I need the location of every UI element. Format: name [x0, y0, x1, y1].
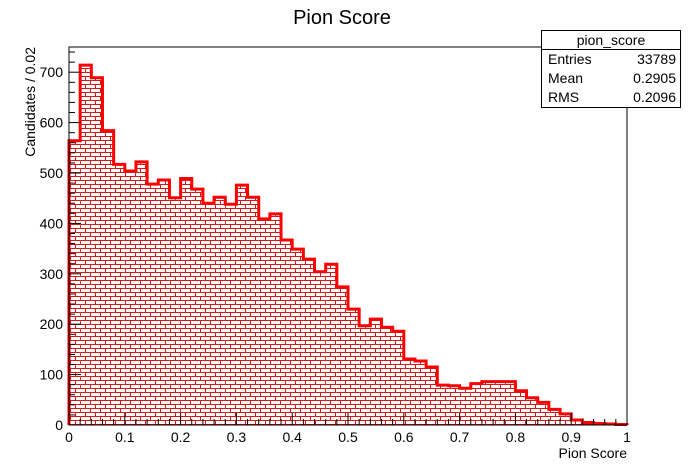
hist-bin: [69, 140, 81, 425]
y-tick-label: 0: [55, 417, 63, 433]
hist-bin: [158, 180, 170, 425]
histogram-bars: [67, 63, 629, 426]
hist-bin: [236, 185, 248, 425]
x-tick-label: 0.9: [561, 429, 581, 445]
x-tick-label: 0: [65, 429, 73, 445]
hist-outline: [67, 63, 629, 426]
hist-bin: [481, 381, 494, 425]
hist-bin: [135, 161, 148, 426]
hist-bin: [124, 170, 136, 425]
hist-bin: [303, 259, 315, 425]
x-tick-label: 0.6: [394, 429, 414, 445]
hist-bin: [191, 189, 203, 425]
hist-bin: [526, 397, 538, 425]
hist-bin: [269, 213, 282, 425]
y-tick-label: 300: [40, 266, 64, 282]
hist-bin: [414, 360, 427, 425]
hist-bin: [504, 381, 516, 425]
x-tick-label: 0.4: [282, 429, 302, 445]
hist-bin: [169, 197, 181, 425]
x-tick-label: 0.2: [171, 429, 191, 445]
stats-label: Mean: [548, 70, 584, 86]
x-tick-label: 0.5: [338, 429, 358, 445]
hist-bin: [437, 385, 449, 425]
y-tick-label: 200: [40, 316, 64, 332]
stats-label: RMS: [548, 89, 580, 105]
hist-bin: [91, 77, 103, 425]
hist-bin: [493, 381, 505, 425]
hist-bin: [80, 65, 92, 426]
y-tick-label: 500: [40, 165, 64, 181]
hist-bin: [571, 419, 583, 425]
hist-bin: [392, 331, 404, 425]
hist-bin: [359, 325, 371, 425]
stats-title: pion_score: [542, 31, 680, 50]
hist-bin: [560, 413, 572, 425]
hist-bin: [426, 367, 438, 425]
hist-bin: [381, 327, 393, 425]
hist-bin: [448, 385, 460, 425]
stats-value: 0.2905: [633, 70, 676, 86]
x-tick-label: 1: [623, 429, 631, 445]
y-tick-label: 600: [40, 115, 64, 131]
hist-bin: [180, 178, 192, 425]
hist-bin: [515, 390, 527, 425]
hist-bin: [147, 184, 159, 425]
x-tick-label: 0.3: [227, 429, 247, 445]
hist-bin: [225, 204, 237, 425]
hist-bin: [336, 286, 348, 425]
stats-row-rms: RMS 0.2096: [542, 88, 680, 107]
hist-bin: [348, 309, 360, 425]
hist-bin: [202, 203, 215, 425]
hist-bin: [537, 402, 549, 425]
hist-bin: [459, 388, 471, 425]
y-tick-label: 100: [40, 367, 64, 383]
hist-bin: [214, 197, 226, 425]
hist-bin: [403, 358, 415, 425]
x-tick-label: 0.1: [115, 429, 135, 445]
stats-label: Entries: [548, 51, 592, 67]
stats-row-mean: Mean 0.2905: [542, 69, 680, 88]
hist-bin: [314, 271, 326, 425]
y-tick-label: 400: [40, 215, 64, 231]
hist-bin: [292, 249, 304, 425]
hist-bin: [247, 197, 259, 425]
y-tick-label: 700: [40, 64, 64, 80]
y-axis-label: Candidates / 0.02: [22, 47, 38, 157]
hist-bin: [102, 130, 114, 425]
stats-value: 0.2096: [633, 89, 676, 105]
hist-bin: [258, 218, 270, 425]
hist-bin: [470, 383, 482, 425]
hist-bin: [548, 409, 561, 425]
chart-title: Pion Score: [293, 7, 391, 29]
x-tick-label: 0.7: [450, 429, 470, 445]
hist-bin: [370, 319, 382, 425]
y-axis: 0 100 200 300 400 500 600 700: [40, 51, 81, 433]
x-tick-label: 0.8: [506, 429, 526, 445]
hist-bin: [113, 164, 125, 425]
x-axis: 0 0.1 0.2 0.3 0.4 0.5 0.6 0.7 0.8 0.9 1: [65, 413, 631, 445]
hist-bin: [281, 240, 293, 425]
stats-row-entries: Entries 33789: [542, 50, 680, 69]
x-axis-label: Pion Score: [559, 445, 628, 461]
stats-box: pion_score Entries 33789 Mean 0.2905 RMS…: [541, 30, 681, 108]
stats-value: 33789: [637, 51, 676, 67]
hist-bin: [325, 264, 337, 425]
